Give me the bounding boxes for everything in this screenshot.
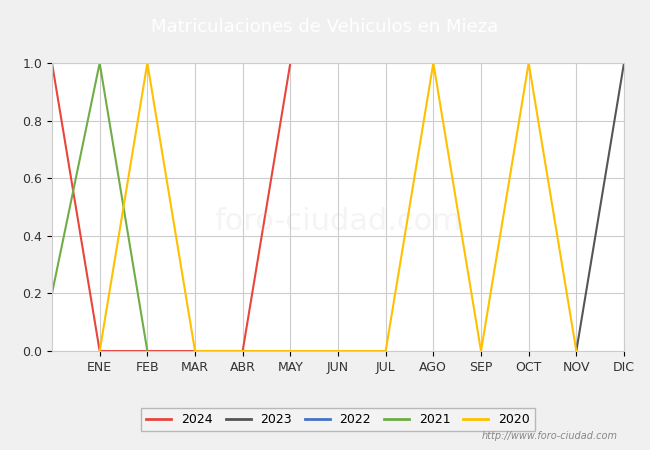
2024 (48, 60, 56, 66)
2020 (382, 348, 389, 354)
2020 (525, 60, 532, 66)
2020 (191, 348, 199, 354)
2020 (144, 60, 151, 66)
2020 (430, 60, 437, 66)
Text: foro-ciudad.com: foro-ciudad.com (214, 207, 462, 236)
2024 (239, 348, 246, 354)
Line: 2020: 2020 (99, 63, 577, 351)
2020 (477, 348, 485, 354)
2020 (96, 348, 103, 354)
Text: http://www.foro-ciudad.com: http://www.foro-ciudad.com (482, 431, 618, 441)
2021 (144, 348, 151, 354)
2021 (48, 291, 56, 296)
2024 (96, 348, 103, 354)
2020 (573, 348, 580, 354)
Line: 2021: 2021 (52, 63, 148, 351)
Line: 2024: 2024 (52, 63, 291, 351)
Legend: 2024, 2023, 2022, 2021, 2020: 2024, 2023, 2022, 2021, 2020 (142, 408, 534, 431)
2024 (287, 60, 294, 66)
Text: Matriculaciones de Vehiculos en Mieza: Matriculaciones de Vehiculos en Mieza (151, 18, 499, 36)
2021 (96, 60, 103, 66)
